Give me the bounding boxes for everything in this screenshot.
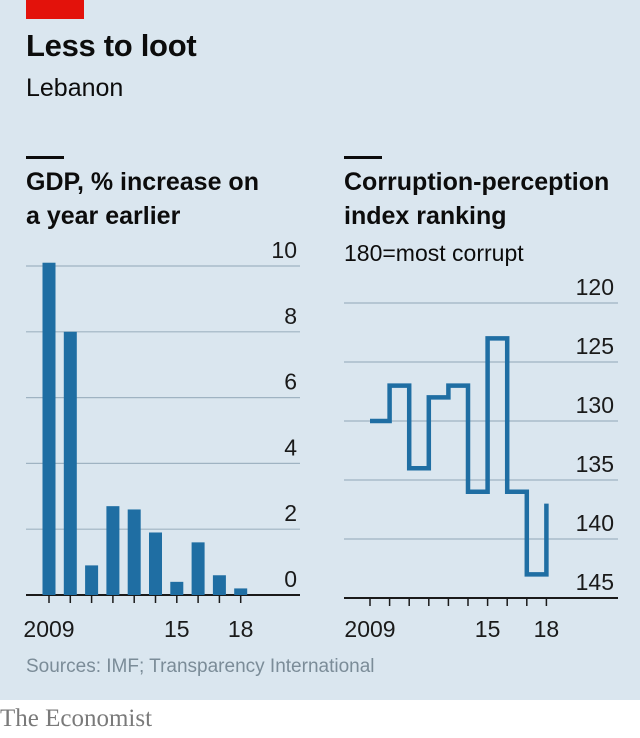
left-chart-rule <box>26 156 64 159</box>
chart-subtitle: Lebanon <box>26 74 124 102</box>
gdp-bar-chart: 0 2 4 6 8 10 2009 15 18 <box>23 237 300 642</box>
cpi-note: 180=most corrupt <box>344 240 524 266</box>
gdp-bar <box>191 542 205 595</box>
gdp-bar <box>63 331 77 595</box>
cpi-step-chart: 120 125 130 135 140 145 2009 15 18 <box>344 274 618 642</box>
source-note: Sources: IMF; Transparency International <box>26 656 375 677</box>
gdp-y-tick-label: 6 <box>284 369 297 395</box>
gdp-chart-title: GDP, % increase on a year earlier <box>26 165 259 233</box>
gdp-y-tick-label: 8 <box>284 303 297 329</box>
cpi-x-tick-label: 2009 <box>344 616 395 642</box>
gdp-y-tick-label: 10 <box>271 237 297 263</box>
gdp-bar <box>212 575 226 595</box>
gdp-bar <box>234 588 248 595</box>
cpi-y-tick-label: 130 <box>576 392 614 418</box>
gdp-bar <box>106 506 120 595</box>
gdp-x-tick-label: 2009 <box>23 616 74 642</box>
brand-red-tag <box>26 0 84 19</box>
chart-title: Less to loot <box>26 28 197 63</box>
cpi-chart-title: Corruption-perception index ranking <box>344 165 609 233</box>
cpi-y-tick-label: 120 <box>576 274 614 300</box>
cpi-x-tick-label: 15 <box>475 616 501 642</box>
gdp-y-tick-label: 4 <box>284 434 297 460</box>
cpi-title-line-1: Corruption-perception <box>344 168 610 196</box>
gdp-y-tick-label: 2 <box>284 500 297 526</box>
gdp-bar <box>42 262 56 595</box>
gdp-bar <box>127 509 141 595</box>
cpi-x-tick-label: 18 <box>534 616 560 642</box>
gdp-title-line-1: GDP, % increase on <box>26 168 259 196</box>
gdp-bar <box>149 532 162 595</box>
cpi-y-tick-label: 140 <box>576 510 614 536</box>
cpi-step-line <box>370 336 549 577</box>
right-chart-rule <box>344 156 382 159</box>
gdp-x-tick-label: 15 <box>164 616 190 642</box>
gdp-y-tick-label: 0 <box>284 566 297 592</box>
cpi-title-line-2: index ranking <box>344 202 507 230</box>
publisher-brand: The Economist <box>0 705 153 732</box>
cpi-y-tick-label: 135 <box>576 451 614 477</box>
gdp-bar <box>85 565 99 595</box>
gdp-x-tick-label: 18 <box>228 616 254 642</box>
gdp-title-line-2: a year earlier <box>26 202 181 230</box>
cpi-y-tick-label: 125 <box>576 333 614 359</box>
cpi-y-tick-label: 145 <box>576 569 614 595</box>
gdp-bar <box>170 581 184 595</box>
